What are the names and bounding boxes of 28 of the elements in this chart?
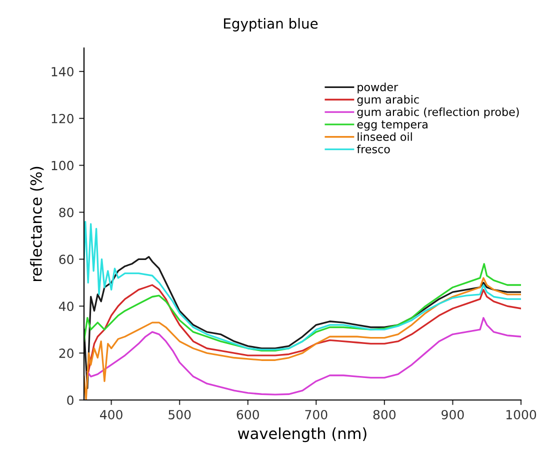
x-tick-label: 500 <box>168 410 191 420</box>
legend-label: powder <box>358 82 398 94</box>
y-tick-label: 140 <box>52 66 74 76</box>
y-axis-title: reflectance (%) <box>30 166 44 282</box>
y-tick-label: 0 <box>67 395 74 405</box>
legend-label: linseed oil <box>358 132 412 141</box>
x-tick-label: 400 <box>100 410 122 420</box>
legend-label: egg tempera <box>357 120 428 131</box>
line-series <box>86 317 521 396</box>
legend-label: gum arabic <box>357 95 419 106</box>
line-series <box>84 263 521 352</box>
legend-label: fresco <box>356 144 390 154</box>
y-tick-label: 120 <box>52 114 74 124</box>
line-series <box>84 256 521 390</box>
y-tick-label: 40 <box>58 302 74 312</box>
y-tick-label: 20 <box>59 348 74 358</box>
y-tick-label: 80 <box>59 208 74 218</box>
line-series <box>84 220 521 350</box>
x-tick-label: 700 <box>305 410 328 420</box>
y-tick-label: 100 <box>52 160 74 170</box>
legend-label: gum arabic (reflection probe) <box>357 107 519 118</box>
x-tick-label: 900 <box>442 410 464 420</box>
x-tick-label: 1000 <box>506 410 536 420</box>
x-tick-label: 600 <box>236 410 259 420</box>
chart-title: Egyptian blue <box>224 18 318 32</box>
y-tick-label: 60 <box>59 254 74 264</box>
x-tick-label: 800 <box>373 410 396 420</box>
x-axis-title: wavelength (nm) <box>238 427 366 442</box>
